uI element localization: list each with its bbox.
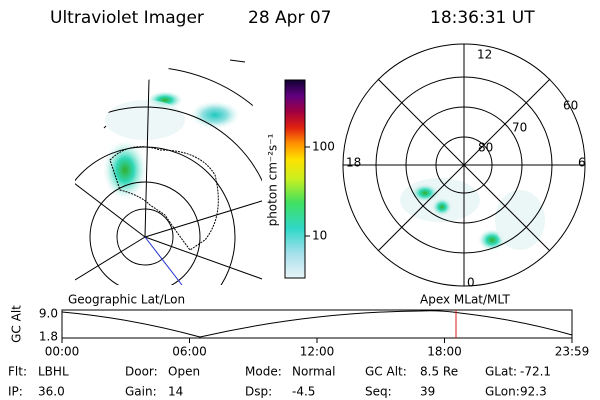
strip-left-title: Geographic Lat/Lon: [68, 293, 185, 307]
status-label: Gain:: [125, 385, 157, 399]
colorbar-label: photon cm⁻²s⁻¹: [266, 133, 280, 226]
status-value: Open: [168, 365, 200, 379]
status-value: 36.0: [38, 385, 65, 399]
status-panel: Flt: LBHL Door: Open Mode: Normal GC Alt: 8.5 R…: [8, 365, 551, 399]
status-label: Dsp:: [245, 385, 272, 399]
colorbar: 100 10 photon cm⁻²s⁻¹: [266, 79, 335, 279]
date: 28 Apr 07: [248, 8, 331, 28]
mlt-label: 0: [467, 276, 475, 290]
x-tick-label: 23:59: [555, 345, 590, 359]
polar-plot: 12 6 18 0 60 70 80: [342, 43, 586, 290]
status-label: Door:: [125, 365, 158, 379]
strip-right-title: Apex MLat/MLT: [420, 293, 510, 307]
colorbar-tick: 10: [312, 229, 327, 243]
status-value: Normal: [292, 365, 335, 379]
status-value: 92.3: [520, 385, 547, 399]
status-label: Mode:: [245, 365, 282, 379]
status-label: Flt:: [8, 365, 27, 379]
x-tick-label: 06:00: [172, 345, 207, 359]
time: 18:36:31 UT: [430, 8, 535, 28]
status-value: 8.5 Re: [420, 365, 458, 379]
lat-label: 80: [478, 141, 493, 155]
title: Ultraviolet Imager: [50, 8, 204, 28]
status-label: GLon:: [485, 385, 520, 399]
status-label: IP:: [8, 385, 23, 399]
lat-label: 70: [512, 121, 527, 135]
mlt-label: 18: [346, 156, 361, 170]
colorbar-tick: 100: [312, 140, 335, 154]
status-value: 39: [420, 385, 435, 399]
status-value: -72.1: [520, 365, 551, 379]
altitude-strip: Geographic Lat/Lon Apex MLat/MLT GC Alt …: [10, 293, 590, 359]
status-label: Seq:: [365, 385, 392, 399]
strip-y-tick: 9.0: [39, 307, 58, 321]
status-label: GLat:: [485, 365, 517, 379]
status-value: -4.5: [292, 385, 315, 399]
status-value: LBHL: [38, 365, 69, 379]
lat-label: 60: [563, 99, 578, 113]
status-label: GC Alt:: [365, 365, 407, 379]
strip-y-label: GC Alt: [10, 305, 24, 343]
status-value: 14: [168, 385, 183, 399]
strip-y-tick: 1.8: [39, 330, 58, 344]
mlt-label: 12: [477, 48, 492, 62]
x-tick-label: 12:00: [300, 345, 335, 359]
x-tick-label: 00:00: [45, 345, 80, 359]
x-tick-label: 18:00: [427, 345, 462, 359]
mlt-label: 6: [578, 156, 586, 170]
